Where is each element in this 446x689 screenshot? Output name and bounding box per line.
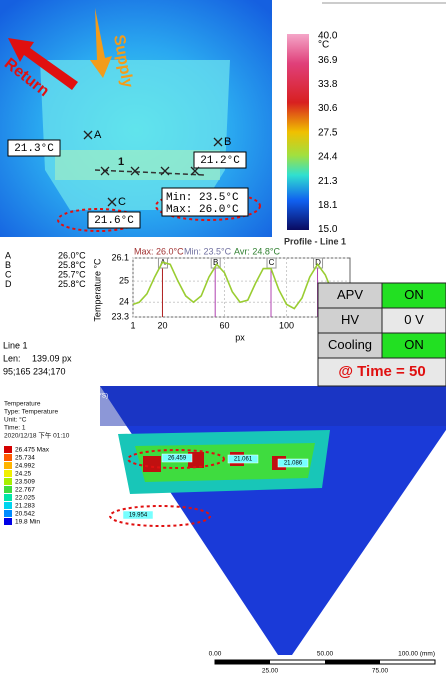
y-tick-label: 23.3 — [111, 311, 129, 321]
max-label: Max: 26.0°C — [166, 204, 239, 216]
legend-label: 22.025 — [15, 495, 35, 502]
legend-swatch — [4, 478, 12, 485]
funnel-top — [100, 386, 446, 426]
legend-label: 22.767 — [15, 487, 35, 494]
scale-top: 100.00 (mm) — [398, 651, 435, 658]
point-temp: 21.3°C — [14, 143, 54, 155]
legend-label: 20.542 — [15, 511, 35, 518]
info-point: C — [5, 269, 12, 279]
funnel — [100, 386, 446, 655]
scale-label: 15.0 — [318, 224, 338, 235]
table-text: APV — [337, 287, 363, 302]
scale-top: 0.00 — [209, 651, 222, 658]
table-footer-text: @ Time = 50 — [338, 363, 425, 380]
legend-swatch — [4, 446, 12, 453]
screenshot: Supply Return 1 Min: 23.5°C Max: 26.0°C … — [0, 0, 446, 684]
y-tick-label: 26.1 — [111, 252, 129, 262]
sim-header: Unit: °C — [4, 416, 27, 424]
sim-header: Temperature — [4, 401, 41, 408]
scale-top: 50.00 — [317, 651, 334, 658]
len-value: 139.09 px — [32, 353, 72, 363]
info-temp: 25.7°C — [58, 269, 86, 279]
table-text: Cooling — [328, 337, 372, 352]
sim-header: Type: Temperature — [4, 409, 58, 416]
line-name: Line 1 — [3, 340, 28, 350]
probe-label: 21.061 — [234, 457, 253, 463]
marker-label: C — [269, 258, 275, 267]
table-text: ON — [404, 337, 424, 352]
point-name: B — [224, 136, 231, 148]
probe-label: 19.954 — [129, 513, 148, 519]
y-axis-label: Temperature °C — [92, 258, 102, 322]
legend-label: 24.992 — [15, 463, 35, 470]
scale-label: 30.6 — [318, 103, 338, 114]
legend-swatch — [4, 510, 12, 517]
legend-label: 24.25 — [15, 471, 32, 478]
scale-label: 21.3 — [318, 176, 338, 187]
min-label: Min: 23.5°C — [166, 192, 239, 204]
legend-label: 19.8 Min — [15, 519, 40, 526]
stat-label: Avr: 24.8°C — [234, 246, 280, 256]
y-tick-label: 25 — [119, 276, 129, 286]
line-label: 1 — [118, 156, 124, 168]
info-temp: 25.8°C — [58, 260, 86, 270]
probe-label: 26.459 — [168, 456, 187, 462]
info-point: D — [5, 279, 12, 289]
info-point: B — [5, 260, 11, 270]
x-axis-label: px — [235, 332, 245, 342]
legend-label: 25.734 — [15, 455, 35, 462]
coords: 95;165 234;170 — [3, 366, 66, 376]
table-text: ON — [404, 287, 424, 302]
scale-title: Profile - Line 1 — [284, 236, 346, 246]
scale-bar-seg — [215, 660, 270, 664]
scale-bar-seg — [325, 660, 380, 664]
x-tick-label: 60 — [219, 320, 229, 330]
legend-swatch — [4, 502, 12, 509]
legend-swatch — [4, 518, 12, 525]
sim-header: Time: 1 — [4, 425, 26, 432]
len-label: Len: — [3, 353, 21, 363]
point-temp: 21.6°C — [94, 215, 134, 227]
stat-label: Max: 26.0°C — [134, 246, 184, 256]
info-temp: 25.8°C — [58, 279, 86, 289]
legend-swatch — [4, 462, 12, 469]
table-text: HV — [341, 312, 359, 327]
legend-swatch — [4, 470, 12, 477]
scale-label: 24.4 — [318, 152, 338, 163]
x-tick-label: 100 — [279, 320, 294, 330]
y-tick-label: 24 — [119, 297, 129, 307]
legend-label: 26.475 Max — [15, 447, 50, 454]
scale-label: 40.0 — [318, 31, 338, 42]
heat-source — [143, 456, 161, 472]
scale-label: 36.9 — [318, 55, 338, 66]
point-temp: 21.2°C — [200, 155, 240, 167]
point-name: A — [94, 129, 102, 141]
table-text: 0 V — [404, 312, 424, 327]
point-name: C — [118, 196, 126, 208]
color-bar — [287, 34, 309, 230]
info-point: A — [5, 250, 11, 260]
x-tick-label: 20 — [157, 320, 167, 330]
legend-swatch — [4, 486, 12, 493]
legend-swatch — [4, 494, 12, 501]
scale-bottom: 75.00 — [372, 668, 389, 675]
legend-label: 23.509 — [15, 479, 35, 486]
probe-label: 21.086 — [284, 461, 303, 467]
info-temp: 26.0°C — [58, 250, 86, 260]
sim-header: 2020/12/18 下午 01:10 — [4, 431, 70, 440]
legend-swatch — [4, 454, 12, 461]
x-tick-label: 1 — [130, 320, 135, 330]
scale-label: 33.8 — [318, 79, 338, 90]
legend-label: 21.283 — [15, 503, 35, 510]
scale-label: 27.5 — [318, 127, 338, 138]
stat-label: Min: 23.5°C — [184, 246, 232, 256]
sim-header: G: Copy of 0.25W+cooling (ANSYS) — [4, 393, 108, 400]
scale-bottom: 25.00 — [262, 668, 279, 675]
scale-label: 18.1 — [318, 200, 338, 211]
